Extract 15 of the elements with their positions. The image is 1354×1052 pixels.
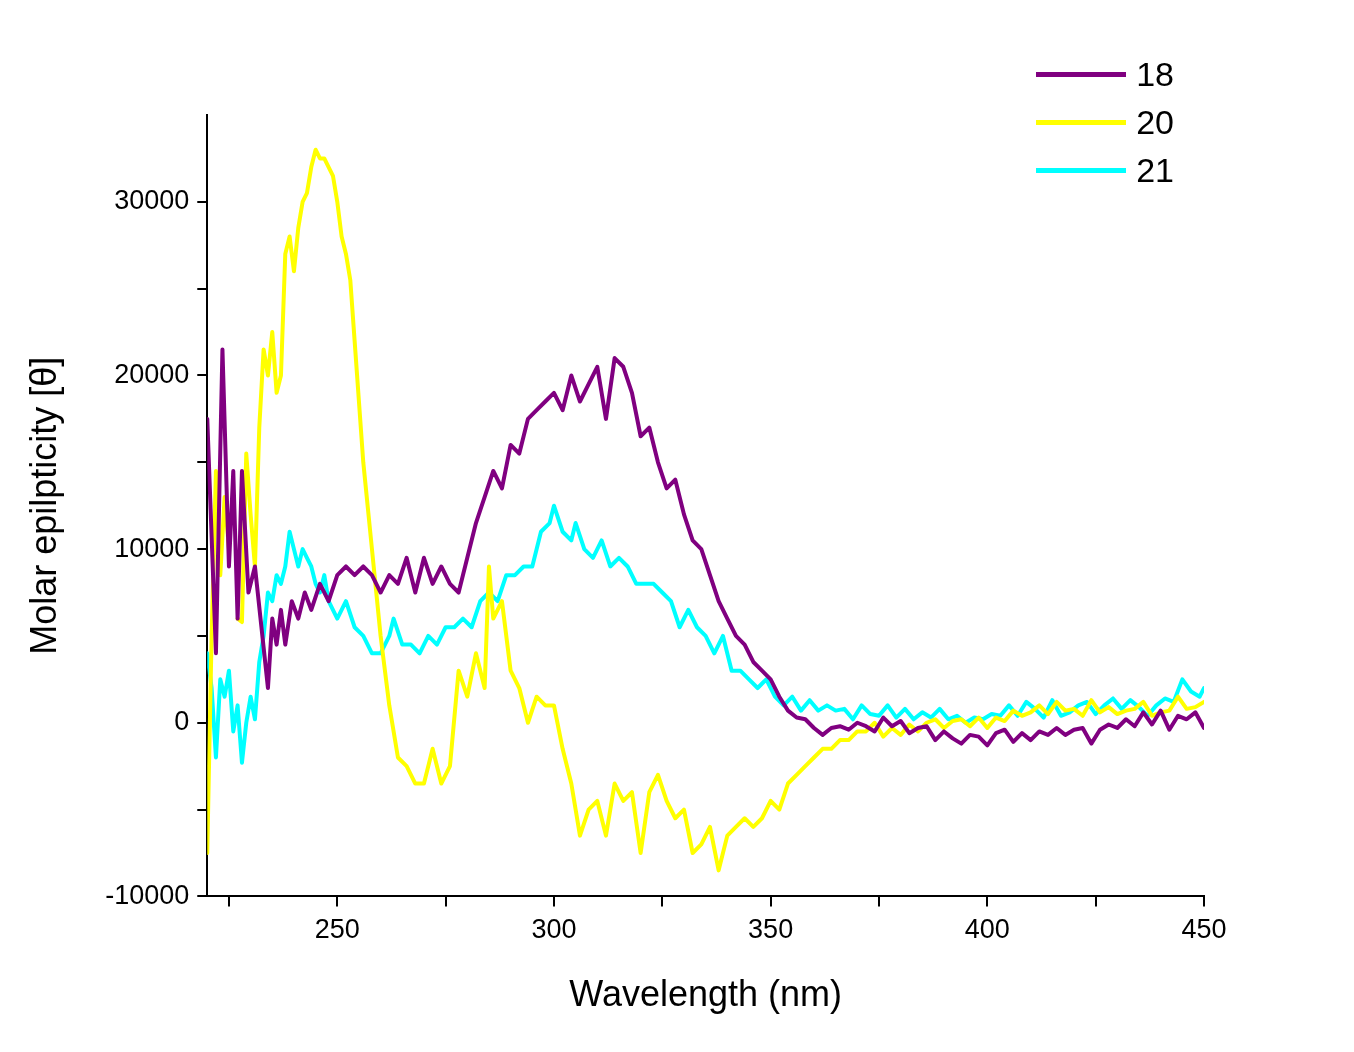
- legend-label: 18: [1136, 54, 1174, 94]
- x-tick-label: 400: [964, 914, 1010, 945]
- y-tick-label: -10000: [105, 879, 190, 910]
- legend-label: 21: [1136, 150, 1174, 190]
- y-tick-label: 10000: [114, 532, 190, 563]
- y-tick-label: 0: [174, 706, 190, 737]
- legend-label: 20: [1136, 102, 1174, 142]
- y-tick-label: 20000: [114, 358, 190, 389]
- y-axis-title: Molar epilpticity [θ]: [22, 356, 64, 655]
- y-tick-label: 30000: [114, 185, 190, 216]
- x-tick-label: 350: [748, 914, 794, 945]
- x-axis-title: Wavelength (nm): [569, 973, 843, 1015]
- x-tick-label: 250: [314, 914, 360, 945]
- x-tick-label: 450: [1181, 914, 1227, 945]
- x-tick-label: 300: [531, 914, 577, 945]
